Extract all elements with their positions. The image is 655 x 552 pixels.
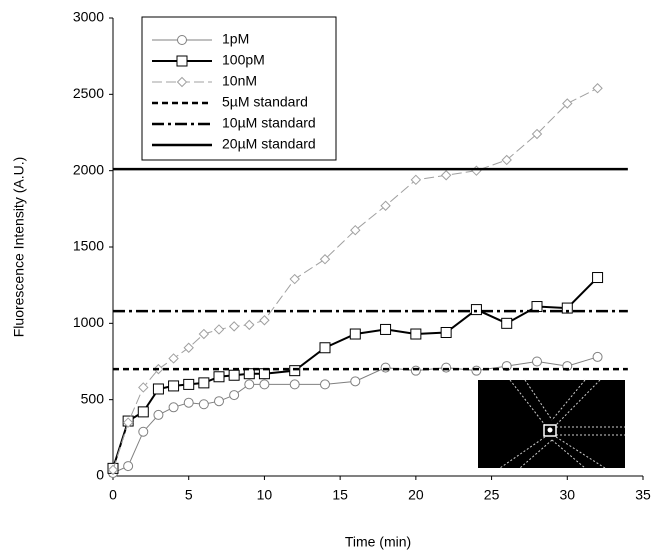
legend-marker xyxy=(177,56,187,66)
data-point xyxy=(184,398,193,407)
data-point xyxy=(290,275,299,284)
data-point xyxy=(245,380,254,389)
data-point xyxy=(593,273,603,283)
legend-label: 20µM standard xyxy=(222,136,316,152)
legend-label: 1pM xyxy=(222,31,249,47)
data-point xyxy=(533,357,542,366)
x-tick-label: 10 xyxy=(257,487,273,503)
chart: Time (min) Fluorescence Intensity (A.U.)… xyxy=(0,0,655,552)
data-point xyxy=(215,325,224,334)
data-point xyxy=(199,400,208,409)
data-point xyxy=(260,380,269,389)
legend-marker xyxy=(178,36,187,45)
data-point xyxy=(442,363,451,372)
y-tick-label: 500 xyxy=(81,390,105,406)
y-tick-label: 2000 xyxy=(73,161,104,177)
data-point xyxy=(350,329,360,339)
data-point xyxy=(381,363,390,372)
data-point xyxy=(169,381,179,391)
data-point xyxy=(245,320,254,329)
data-point xyxy=(502,318,512,328)
legend-label: 10µM standard xyxy=(222,115,316,131)
x-tick-label: 5 xyxy=(185,487,193,503)
x-tick-label: 15 xyxy=(332,487,348,503)
data-point xyxy=(381,324,391,334)
data-point xyxy=(154,410,163,419)
data-point xyxy=(320,343,330,353)
x-axis-label: Time (min) xyxy=(345,534,411,550)
legend-label: 100pM xyxy=(222,52,265,68)
y-tick-label: 1000 xyxy=(73,314,104,330)
data-point xyxy=(184,379,194,389)
y-tick-label: 3000 xyxy=(73,9,104,25)
data-point xyxy=(593,84,602,93)
data-point xyxy=(139,427,148,436)
legend-label: 10nM xyxy=(222,73,257,89)
data-point xyxy=(230,391,239,400)
data-point xyxy=(184,343,193,352)
data-point xyxy=(138,407,148,417)
x-tick-label: 20 xyxy=(408,487,424,503)
y-axis-label: Fluorescence Intensity (A.U.) xyxy=(11,157,27,338)
inset-image xyxy=(478,380,625,468)
data-point xyxy=(351,377,360,386)
data-point xyxy=(214,372,224,382)
data-point xyxy=(124,462,133,471)
data-point xyxy=(441,327,451,337)
data-point xyxy=(471,305,481,315)
x-tick-label: 35 xyxy=(635,487,651,503)
data-point xyxy=(199,330,208,339)
data-point xyxy=(215,397,224,406)
data-point xyxy=(321,380,330,389)
legend-label: 5µM standard xyxy=(222,94,308,110)
data-point xyxy=(230,322,239,331)
data-point xyxy=(290,380,299,389)
data-point xyxy=(153,384,163,394)
data-point xyxy=(199,378,209,388)
y-tick-label: 1500 xyxy=(73,238,104,254)
y-tick-label: 2500 xyxy=(73,85,104,101)
data-point xyxy=(169,354,178,363)
data-point xyxy=(290,366,300,376)
x-tick-label: 0 xyxy=(109,487,117,503)
data-point xyxy=(472,366,481,375)
x-tick-label: 30 xyxy=(559,487,575,503)
data-point xyxy=(411,366,420,375)
y-tick-label: 0 xyxy=(96,467,104,483)
data-point xyxy=(169,403,178,412)
data-point xyxy=(229,370,239,380)
x-tick-label: 25 xyxy=(484,487,500,503)
data-point xyxy=(593,352,602,361)
data-point xyxy=(260,316,269,325)
data-point xyxy=(472,166,481,175)
data-point xyxy=(442,171,451,180)
data-point xyxy=(411,329,421,339)
